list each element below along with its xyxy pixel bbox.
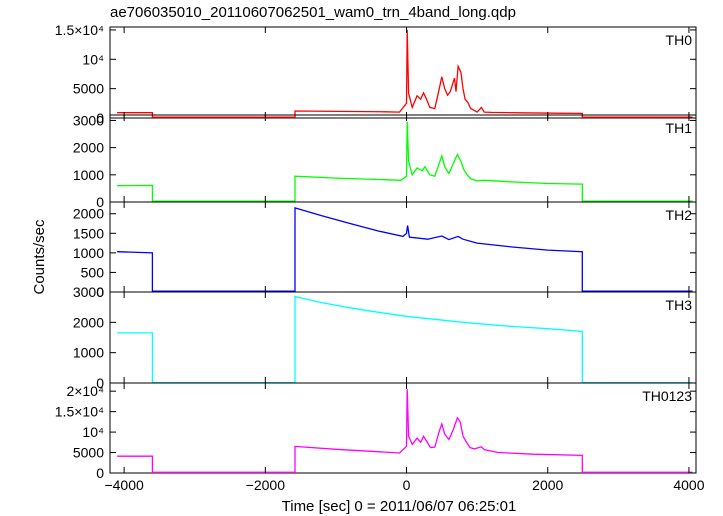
y-tick-label: 1.5×10⁴ [55,404,104,420]
x-axis-label: Time [sec] 0 = 2011/06/07 06:25:01 [282,498,517,515]
x-tick-label: 4000 [673,477,704,493]
panel-frame [109,26,697,119]
y-tick-label: 0 [96,194,104,210]
y-tick-label: 2000 [73,314,104,330]
panel-label-th0: TH0 [666,32,693,48]
series-line-th1 [117,121,693,202]
panel-frame [109,291,697,384]
x-tick-label: −4000 [104,477,144,493]
y-tick-label: 5000 [73,445,104,461]
y-tick-label: 0 [96,110,104,126]
panel-th2: 0 500 1000 1500 2000 TH2 [73,201,697,300]
series-line-th3 [117,295,693,384]
y-tick-label: 0 [96,284,104,300]
panel-th3: 0 1000 2000 3000 TH3 [73,284,697,391]
panel-frame [109,114,697,203]
series-line-th0 [117,29,693,118]
y-tick-label: 1000 [73,245,104,261]
series-line-th0123 [117,389,693,473]
x-tick-label: 2000 [532,477,563,493]
panel-label-th1: TH1 [666,120,693,136]
y-tick-label: 1500 [73,225,104,241]
chart-panels: 0 5000 10⁴ 1.5×10⁴ TH0 0 1000 2000 3000 TH1 0 500 10… [55,22,705,493]
panel-th0: 0 5000 10⁴ 1.5×10⁴ TH0 [55,22,697,126]
panel-frame [109,201,697,293]
y-axis-label: Counts/sec [31,219,48,295]
panel-th0123: 0 5000 10⁴ 1.5×10⁴ 2×10⁴ TH0123 [55,382,697,481]
y-tick-label: 5000 [73,81,104,97]
y-tick-label: 10⁴ [82,424,104,440]
x-tick-label: 0 [403,477,411,493]
chart-title: ae706035010_20110607062501_wam0_trn_4ban… [110,4,516,21]
panel-label-th3: TH3 [666,297,693,313]
y-tick-label: 2000 [73,206,104,222]
x-tick-label: −2000 [246,477,286,493]
y-tick-label: 1.5×10⁴ [55,22,104,38]
panel-frame [109,382,697,474]
panel-th1: 0 1000 2000 3000 TH1 [73,112,697,210]
panel-label-th0123: TH0123 [642,388,692,404]
panel-label-th2: TH2 [666,207,693,223]
y-tick-label: 2×10⁴ [66,383,104,399]
y-tick-label: 0 [96,375,104,391]
y-tick-label: 3000 [73,112,104,128]
y-tick-label: 0 [96,465,104,481]
y-tick-label: 1000 [73,167,104,183]
y-tick-label: 2000 [73,140,104,156]
y-tick-label: 10⁴ [82,51,104,67]
y-tick-label: 1000 [73,345,104,361]
y-tick-label: 3000 [73,284,104,300]
series-line-th2 [117,207,693,292]
y-tick-label: 500 [81,264,105,280]
